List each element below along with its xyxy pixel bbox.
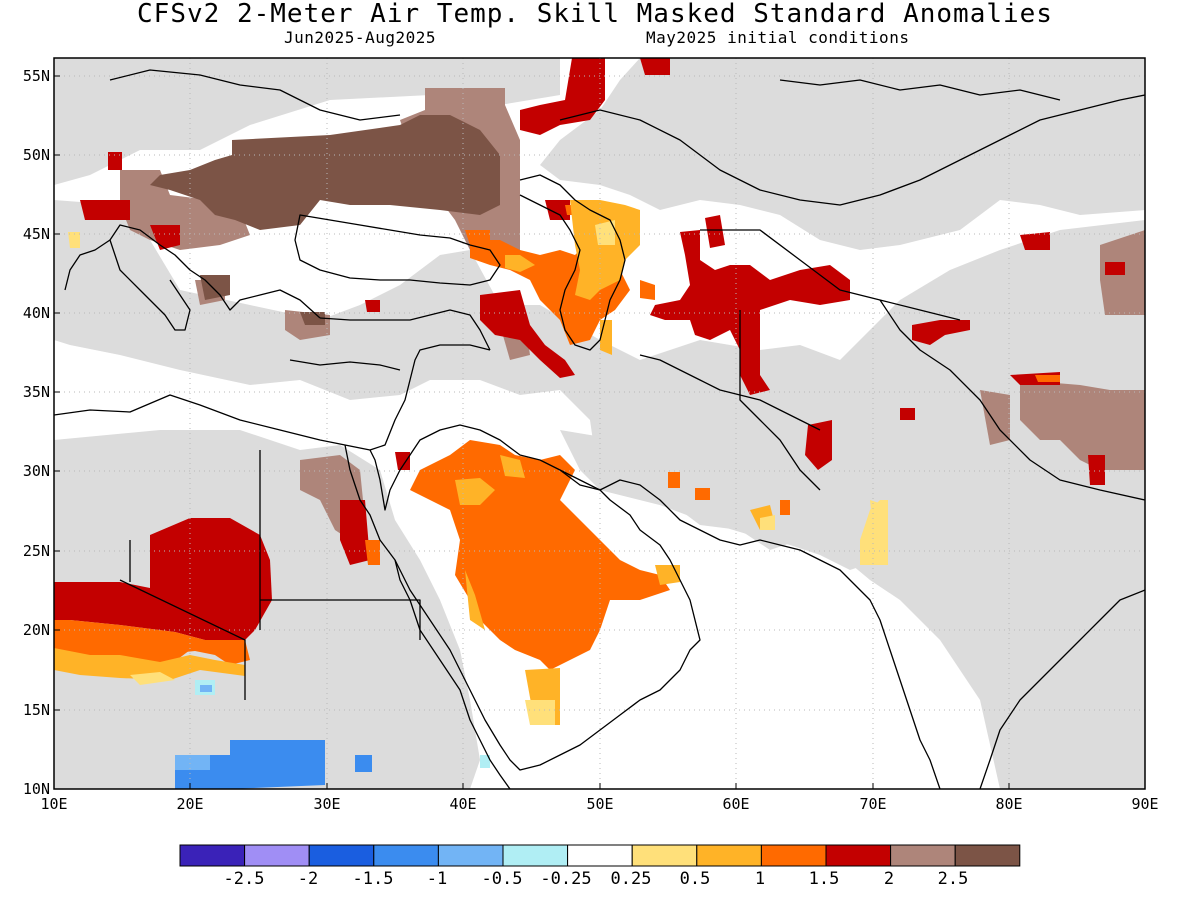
forecast-period: Jun2025-Aug2025 [284, 28, 436, 47]
colorbar-label: 2.5 [937, 869, 969, 889]
lat-label: 20N [22, 621, 50, 639]
lat-label: 25N [22, 542, 50, 560]
initial-conditions: May2025 initial conditions [646, 28, 910, 47]
colorbar-label: 0.25 [610, 869, 652, 889]
lon-label: 80E [995, 795, 1023, 813]
anomaly-gt-2.5 [150, 115, 500, 325]
coastlines [54, 69, 1145, 789]
colorbar-swatch [502, 844, 569, 867]
colorbar-label: -0.25 [540, 869, 592, 889]
colorbar-swatch [244, 844, 310, 867]
colorbar-swatch [437, 844, 504, 867]
colorbar-label: 1 [754, 869, 766, 889]
axis-ticks [54, 75, 1010, 789]
colorbar-swatch [954, 844, 1021, 867]
lon-label: 30E [313, 795, 341, 813]
colorbar-label: -1 [426, 869, 448, 889]
colorbar-swatch [373, 844, 439, 867]
lon-label: 90E [1131, 795, 1159, 813]
lon-label: 70E [859, 795, 887, 813]
colorbar-label: 2 [883, 869, 895, 889]
colorbar [179, 844, 1021, 867]
colorbar-swatch [179, 844, 246, 867]
lat-label: 35N [22, 383, 50, 401]
colorbar-swatch [567, 844, 633, 867]
colorbar-label: -2.5 [223, 869, 265, 889]
lon-label: 40E [449, 795, 477, 813]
colorbar-label: -1.5 [352, 869, 394, 889]
lat-label: 15N [22, 701, 50, 719]
lat-label: 40N [22, 304, 50, 322]
lon-label: 10E [40, 795, 68, 813]
colorbar-swatch [760, 844, 827, 867]
colorbar-swatch [696, 844, 762, 867]
colorbar-swatch [825, 844, 892, 867]
lon-label: 20E [176, 795, 204, 813]
colorbar-label: 1.5 [808, 869, 840, 889]
colorbar-label: -0.5 [481, 869, 523, 889]
colorbar-label: -2 [297, 869, 319, 889]
colorbar-label: 0.5 [679, 869, 711, 889]
graticule [54, 58, 1145, 789]
lon-label: 50E [586, 795, 614, 813]
lon-label: 60E [722, 795, 750, 813]
lat-label: 50N [22, 146, 50, 164]
colorbar-swatch [890, 844, 956, 867]
colorbar-swatch [308, 844, 375, 867]
lat-label: 45N [22, 225, 50, 243]
lat-label: 30N [22, 462, 50, 480]
map-title: CFSv2 2-Meter Air Temp. Skill Masked Sta… [137, 0, 1053, 29]
cold-anomalies [175, 680, 490, 789]
anomaly-0.25-0.5 [68, 220, 888, 725]
colorbar-swatch [631, 844, 698, 867]
anomaly-1.5-2 [54, 58, 1125, 640]
lat-label: 10N [22, 780, 50, 798]
lat-label: 55N [22, 67, 50, 85]
